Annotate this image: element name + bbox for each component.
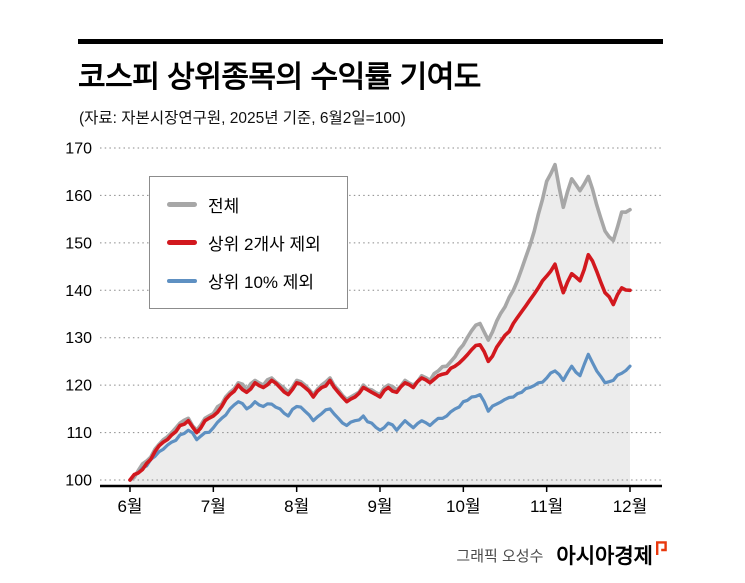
legend-label: 상위 10% 제외 (208, 273, 315, 292)
x-axis-label: 7월 (201, 497, 226, 516)
legend-label: 상위 2개사 제외 (208, 235, 321, 254)
y-axis-label: 170 (65, 141, 92, 158)
y-axis-label: 100 (65, 473, 92, 490)
y-axis-label: 160 (65, 188, 92, 205)
brand-logo: 아시아경제 (556, 540, 667, 570)
legend-label: 전체 (208, 197, 240, 216)
brand-name: 아시아경제 (556, 545, 653, 568)
brand-mark-icon (656, 541, 667, 555)
legend-item-ex-top2: 상위 2개사 제외 (167, 230, 321, 255)
line-chart: 100 110 120 130 140 150 160 170 6월 7월 8월 9월 10월 11월 12… (65, 141, 662, 516)
x-axis-label: 12월 (613, 497, 648, 516)
chart-line-ex-top2 (128, 252, 632, 482)
chart-area-total (130, 164, 630, 486)
legend-item-ex-top10: 상위 10% 제외 (167, 268, 321, 293)
x-axis-label: 6월 (117, 497, 142, 516)
page-title: 코스피 상위종목의 수익률 기여도 (78, 61, 481, 94)
x-axis-label: 10월 (446, 497, 481, 516)
legend-item-total: 전체 (167, 192, 321, 217)
y-axis-label: 120 (65, 378, 92, 395)
source-note: (자료: 자본시장연구원, 2025년 기준, 6월2일=100) (79, 110, 406, 127)
legend-swatch-icon (167, 202, 197, 207)
x-axis-label: 11월 (530, 497, 563, 516)
x-axis-label: 9월 (367, 497, 392, 516)
legend-swatch-icon (167, 278, 197, 283)
chart-line-ex-top10 (128, 352, 632, 482)
y-axis-label: 140 (65, 283, 92, 300)
y-axis-label: 110 (66, 425, 92, 442)
graphic-credit: 그래픽 오성수 (456, 547, 544, 565)
footer: 그래픽 오성수 아시아경제 (456, 540, 667, 570)
legend-swatch-icon (167, 240, 197, 245)
y-axis-label: 130 (65, 330, 92, 347)
title-rule (78, 39, 663, 44)
x-axis-label: 8월 (284, 497, 309, 516)
y-axis-label: 150 (65, 235, 92, 252)
